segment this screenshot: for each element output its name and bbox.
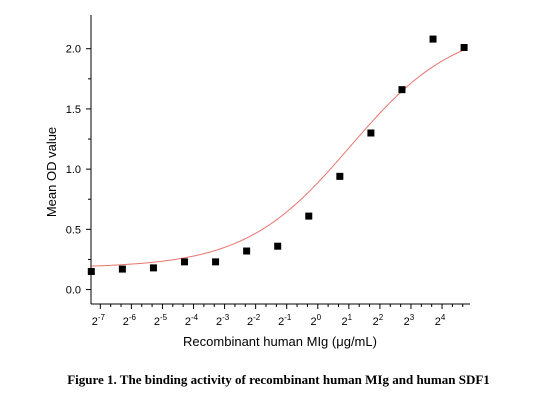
x-axis: 2-7 2-6 2-5 2-4 2-3 2-2 2-1 20 21 22 23 24 Recombin… bbox=[91, 303, 470, 349]
x-tick-label-0: 2-7 bbox=[92, 313, 106, 328]
y-tick-label-2: 1.0 bbox=[66, 164, 81, 176]
data-point-5 bbox=[243, 247, 251, 255]
data-point-2 bbox=[149, 264, 157, 272]
x-tick-label-10: 23 bbox=[404, 313, 415, 328]
y-tick-label-4: 2.0 bbox=[66, 44, 81, 56]
data-point-0 bbox=[87, 267, 95, 275]
x-tick-label-1: 2-6 bbox=[123, 313, 137, 328]
x-axis-title: Recombinant human MIg (μg/mL) bbox=[183, 334, 377, 349]
figure-caption: Figure 1. The binding activity of recomb… bbox=[67, 372, 490, 387]
fit-curve bbox=[91, 49, 465, 267]
data-point-9 bbox=[367, 129, 375, 137]
y-axis-title: Mean OD value bbox=[44, 127, 59, 217]
data-point-12 bbox=[460, 44, 468, 52]
x-tick-label-8: 21 bbox=[342, 313, 353, 328]
data-point-8 bbox=[336, 172, 344, 180]
data-point-11 bbox=[429, 35, 437, 43]
plot-area bbox=[87, 35, 468, 275]
x-tick-label-5: 2-2 bbox=[247, 313, 261, 328]
x-tick-label-3: 2-4 bbox=[185, 313, 199, 328]
x-tick-label-7: 20 bbox=[310, 313, 321, 328]
data-point-6 bbox=[274, 242, 282, 250]
data-point-7 bbox=[305, 212, 313, 220]
y-axis: 0.0 0.5 1.0 1.5 2.0 Mean OD value bbox=[44, 15, 92, 304]
x-tick-label-2: 2-5 bbox=[154, 313, 168, 328]
y-tick-label-0: 0.0 bbox=[66, 285, 81, 297]
x-tick-label-11: 24 bbox=[435, 313, 446, 328]
data-point-1 bbox=[118, 265, 126, 273]
x-tick-label-9: 22 bbox=[373, 313, 384, 328]
y-tick-label-3: 1.5 bbox=[66, 104, 81, 116]
x-tick-label-4: 2-3 bbox=[216, 313, 230, 328]
data-point-3 bbox=[181, 258, 189, 266]
data-point-10 bbox=[398, 86, 406, 94]
x-tick-label-6: 2-1 bbox=[278, 313, 292, 328]
chart: 0.00.51.01.52.0 Mean OD value 2-7 2-6 2-5 2… bbox=[44, 15, 470, 349]
y-tick-label-1: 0.5 bbox=[66, 224, 81, 236]
data-point-4 bbox=[212, 258, 220, 266]
